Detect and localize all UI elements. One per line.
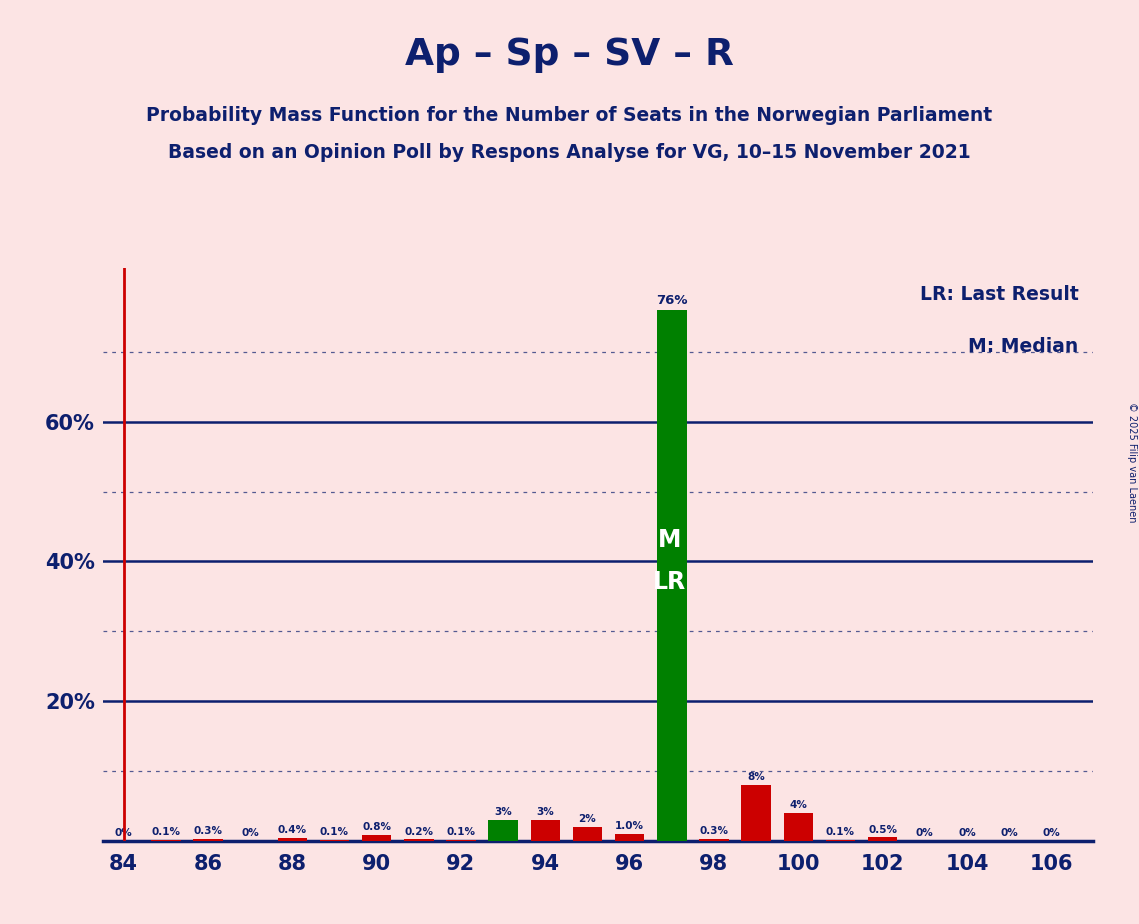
Text: M: M [658,529,681,553]
Bar [573,827,603,841]
Bar [868,837,898,841]
Bar [784,813,813,841]
Bar [194,839,223,841]
Text: 0.5%: 0.5% [868,824,898,834]
Text: M: Median: M: Median [968,336,1079,356]
Bar [404,839,434,841]
Bar [362,835,392,841]
Text: © 2025 Filip van Laenen: © 2025 Filip van Laenen [1126,402,1137,522]
Text: 3%: 3% [494,807,511,817]
Text: LR: Last Result: LR: Last Result [920,286,1079,304]
Text: LR: LR [653,570,686,594]
Text: 0%: 0% [958,828,976,838]
Text: 0.1%: 0.1% [151,827,180,837]
Text: 0%: 0% [1000,828,1018,838]
Text: 8%: 8% [747,772,765,782]
Text: 0.8%: 0.8% [362,822,391,833]
Text: Ap – Sp – SV – R: Ap – Sp – SV – R [405,37,734,73]
Bar [699,839,729,841]
Text: 0.3%: 0.3% [699,826,729,836]
Text: 4%: 4% [789,800,808,810]
Text: 0%: 0% [1042,828,1060,838]
Bar [278,838,308,841]
Text: 2%: 2% [579,814,597,824]
Text: 76%: 76% [656,294,688,307]
Text: 0.2%: 0.2% [404,827,433,836]
Bar [531,820,560,841]
Text: 0.1%: 0.1% [320,827,349,837]
Text: 3%: 3% [536,807,555,817]
Bar [489,820,518,841]
Bar [657,310,687,841]
Text: Probability Mass Function for the Number of Seats in the Norwegian Parliament: Probability Mass Function for the Number… [147,106,992,126]
Text: 0.4%: 0.4% [278,825,306,835]
Bar [615,833,645,841]
Text: 0.1%: 0.1% [826,827,855,837]
Text: 0%: 0% [916,828,934,838]
Text: Based on an Opinion Poll by Respons Analyse for VG, 10–15 November 2021: Based on an Opinion Poll by Respons Anal… [169,143,970,163]
Text: 0%: 0% [241,828,259,838]
Text: 0%: 0% [115,828,132,838]
Text: 1.0%: 1.0% [615,821,644,831]
Bar [741,785,771,841]
Text: 0.1%: 0.1% [446,827,475,837]
Text: 0.3%: 0.3% [194,826,222,836]
